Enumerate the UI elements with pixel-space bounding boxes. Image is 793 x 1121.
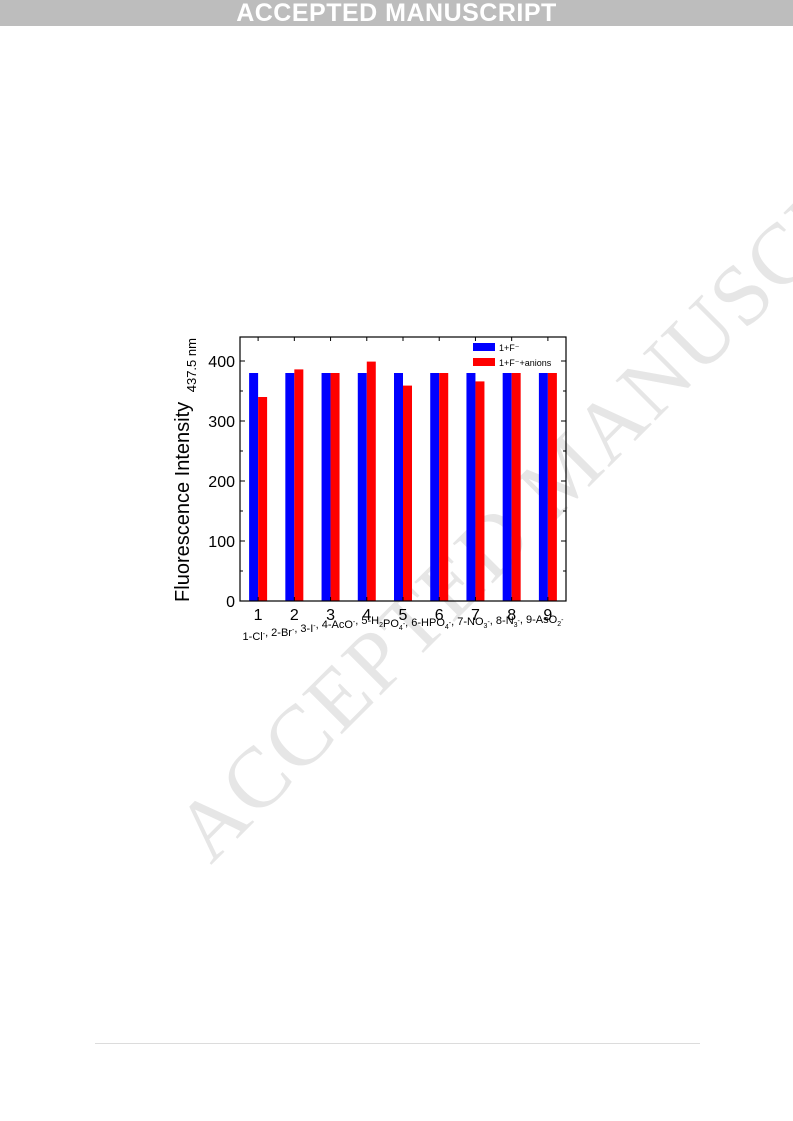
y-tick-label-300: 300 [208,414,235,431]
x-axis-label-part-6: PO [383,618,399,630]
bar-f-3 [321,373,331,601]
ticks-group [240,337,566,602]
bar-anions-4 [366,361,376,601]
x-axis-label-sup-8: - [487,619,490,626]
x-axis-label-sup-3: - [313,623,316,630]
bar-f-4 [357,373,367,601]
x-tick-label-1: 1 [254,607,263,624]
legend-swatch-1 [473,343,495,351]
x-axis-label-sub-5: 2 [379,622,383,629]
x-axis-label-part-5: , 5-H [355,615,379,627]
accepted-manuscript-banner: ACCEPTED MANUSCRIPT [0,0,793,27]
x-tick-label-2: 2 [290,607,299,624]
x-tick-label-9: 9 [543,607,552,624]
bar-f-1 [249,373,259,601]
bar-f-7 [466,373,476,601]
footer-rule [95,1043,700,1044]
bars-group [249,361,557,601]
legend-swatch-2 [473,358,495,366]
bar-f-5 [394,373,403,601]
x-axis-label-sup-2: - [292,627,295,634]
legend-label-2: 1+F⁻+anions [499,358,552,368]
x-tick-label-6: 6 [435,607,444,624]
x-axis-label-part-9: , 8-N [490,615,514,627]
bar-anions-2 [294,369,304,601]
bar-anions-9 [547,373,557,601]
x-axis-label-sub-10: 2 [557,621,561,628]
y-axis-label: Fluorescence Intensity 437.5 nm [172,338,199,602]
bar-anions-5 [403,385,412,601]
legend: 1+F⁻ 1+F⁻+anions [473,343,552,368]
bar-f-6 [430,373,440,601]
x-axis-label-sup-10: - [561,617,564,624]
x-axis-label-sub-7: 4 [445,624,449,631]
x-axis-label-part-7: , 6-HPO [405,617,445,629]
bar-anions-8 [511,373,521,601]
x-tick-label-5: 5 [399,607,408,624]
x-axis-label-sup-4: - [353,619,356,626]
y-axis-label-main: Fluorescence Intensity [172,402,194,602]
x-axis-label-sup-9: - [518,618,521,625]
x-tick-label-3: 3 [326,607,335,624]
bar-anions-7 [475,381,485,601]
y-tick-label-0: 0 [226,594,235,611]
bar-f-8 [502,373,512,601]
tick-labels-group: 1 2 3 4 5 6 7 8 9 0 100 200 300 400 [208,354,552,624]
x-tick-label-4: 4 [362,607,371,624]
x-axis-label-sub-9: 3 [514,622,518,629]
y-tick-label-200: 200 [208,474,235,491]
x-axis-label: 1-Cl-, 2-Br-, 3-I-, 4-AcO-, 5-H2PO4-, 6-… [243,614,565,643]
x-axis-label-sup-1: - [263,631,266,638]
x-axis-label-part-1: 1-Cl [243,631,263,643]
x-axis-label-part-8: , 7-NO [451,616,484,628]
x-axis-label-part-4: , 4-AcO [316,619,354,631]
x-axis-label-sup-7: - [449,620,452,627]
bar-f-9 [538,373,548,601]
y-axis-label-subscript: 437.5 nm [184,338,199,392]
x-axis-label-sup-6: - [403,621,406,628]
legend-label-1: 1+F⁻ [499,343,520,353]
x-axis-label-sub-8: 3 [484,623,488,630]
x-axis-label-part-10: , 9-AsO [520,614,558,626]
x-axis-label-sub-6: 4 [399,625,403,632]
x-tick-label-8: 8 [507,607,516,624]
x-axis-label-part-2: , 2-Br [265,627,292,639]
x-tick-label-7: 7 [471,607,480,624]
bar-f-2 [285,373,295,601]
y-tick-label-400: 400 [208,354,235,371]
bar-anions-6 [439,373,449,601]
bar-anions-1 [258,397,268,601]
bar-anions-3 [330,373,340,601]
y-tick-label-100: 100 [208,534,235,551]
x-axis-label-part-3: , 3-I [294,623,313,635]
